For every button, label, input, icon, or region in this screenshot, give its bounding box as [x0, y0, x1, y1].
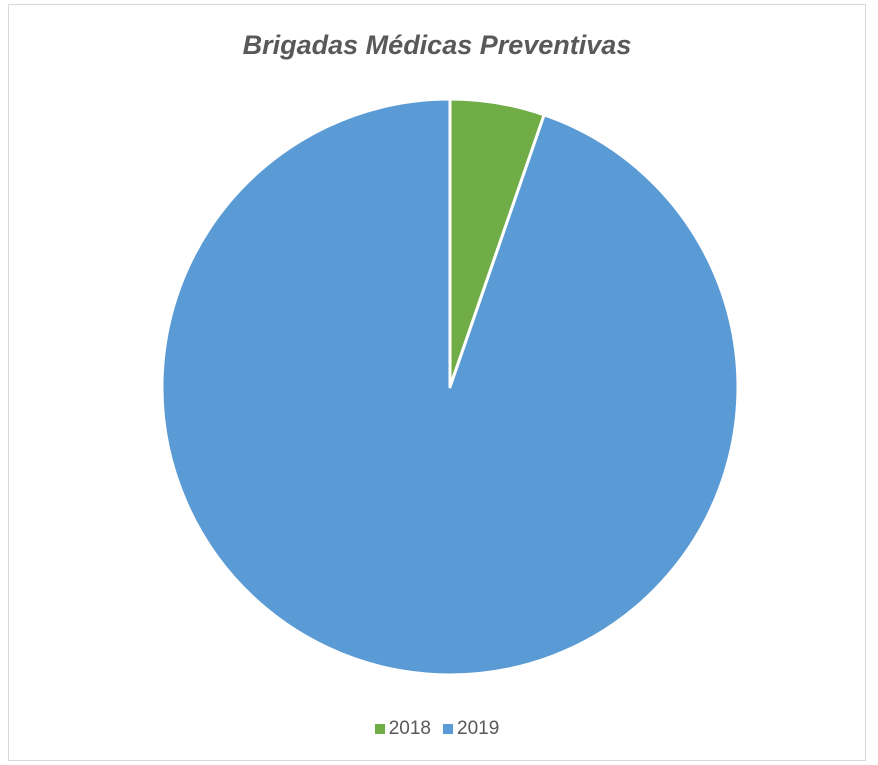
legend-label-2019: 2019 — [457, 718, 500, 739]
chart-frame: Brigadas Médicas Preventivas 2018 2019 — [8, 4, 866, 761]
legend-label-2018: 2018 — [388, 718, 431, 739]
legend-item-2018: 2018 — [374, 718, 431, 740]
pie-chart — [160, 97, 740, 677]
legend-swatch-2018 — [374, 724, 385, 734]
pie-slice-2019 — [160, 97, 740, 677]
chart-legend: 2018 2019 — [9, 718, 865, 740]
chart-title: Brigadas Médicas Preventivas — [242, 30, 632, 60]
legend-item-2019: 2019 — [443, 718, 499, 740]
legend-swatch-2019 — [443, 724, 453, 734]
